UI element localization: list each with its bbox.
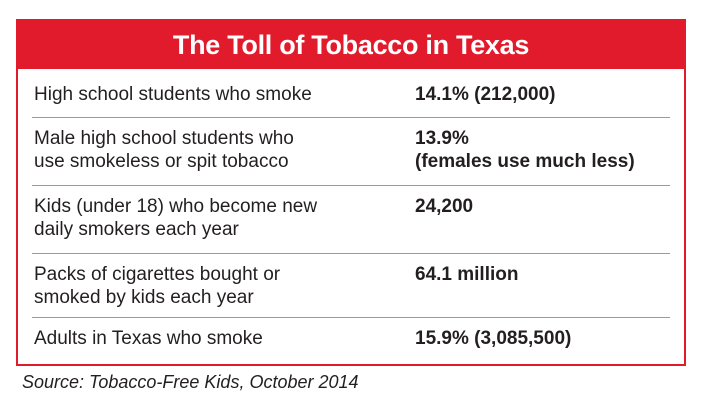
row-divider [32,253,670,254]
row-value-line: 13.9% [415,128,469,149]
row-value-line: (females use much less) [415,151,635,172]
row-value: 15.9% (3,085,500) [415,327,571,350]
row-label: High school students who smoke [34,83,312,106]
stats-table: The Toll of Tobacco in Texas High school… [16,19,686,366]
row-value-line: 15.9% (3,085,500) [415,328,572,349]
row-value: 14.1% (212,000) [415,83,556,106]
table-row: Packs of cigarettes bought or smoked by … [18,254,684,318]
row-label: Kids (under 18) who become new daily smo… [34,195,317,241]
table-row: Kids (under 18) who become new daily smo… [18,186,684,254]
table-row: High school students who smoke 14.1% (21… [18,69,684,118]
row-divider [32,317,670,318]
row-divider [32,185,670,186]
row-divider [32,117,670,118]
row-value: 13.9% (females use much less) [415,127,635,173]
row-label-line: High school students who smoke [34,84,312,105]
row-label-line: Adults in Texas who smoke [34,328,263,349]
row-value: 64.1 million [415,263,518,286]
row-label-line: use smokeless or spit tobacco [34,151,289,172]
title-bar: The Toll of Tobacco in Texas [18,21,684,69]
row-value-line: 24,200 [415,196,474,217]
table-row: Male high school students who use smokel… [18,118,684,186]
row-value-line: 64.1 million [415,264,519,285]
table-title: The Toll of Tobacco in Texas [172,30,530,60]
row-label: Adults in Texas who smoke [34,327,263,350]
row-value: 24,200 [415,195,473,218]
table-row: Adults in Texas who smoke 15.9% (3,085,5… [18,318,684,363]
row-value-line: 14.1% (212,000) [415,84,556,105]
row-label-line: Kids (under 18) who become new [34,196,318,217]
source-note: Source: Tobacco-Free Kids, October 2014 [22,372,359,392]
row-label-line: daily smokers each year [34,219,239,240]
row-label: Male high school students who use smokel… [34,127,294,173]
row-label: Packs of cigarettes bought or smoked by … [34,263,280,309]
row-label-line: smoked by kids each year [34,287,254,308]
row-label-line: Packs of cigarettes bought or [34,264,281,285]
row-label-line: Male high school students who [34,128,294,149]
